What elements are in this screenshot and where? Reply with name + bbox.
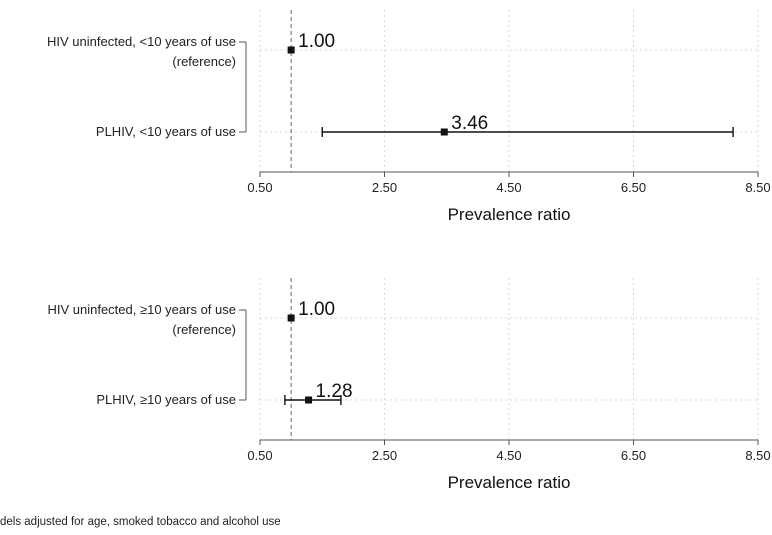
forest-panel-2: 0.50 2.50 4.50 6.50 8.50 Prevalence ratio HIV … (47, 278, 771, 492)
category-label: (reference) (172, 54, 236, 69)
x-tick-label: 0.50 (247, 180, 272, 195)
x-tick-label: 2.50 (372, 448, 397, 463)
x-tick-label: 2.50 (372, 180, 397, 195)
x-tick-label: 4.50 (496, 448, 521, 463)
point-estimate (440, 128, 448, 136)
x-tick-label: 8.50 (745, 180, 770, 195)
category-label: PLHIV, <10 years of use (96, 124, 236, 139)
x-tick-label: 4.50 (496, 180, 521, 195)
x-tick-label: 0.50 (247, 448, 272, 463)
forest-panel-1: 0.50 2.50 4.50 6.50 8.50 Prevalence ratio HIV … (47, 10, 771, 224)
x-axis-label: Prevalence ratio (448, 473, 571, 492)
point-estimate (287, 314, 295, 322)
x-tick-label: 6.50 (621, 448, 646, 463)
value-label: 1.00 (298, 299, 335, 320)
value-label: 3.46 (451, 113, 488, 134)
value-label: 1.28 (316, 381, 353, 402)
x-axis-label: Prevalence ratio (448, 205, 571, 224)
x-tick-label: 6.50 (621, 180, 646, 195)
x-tick-label: 8.50 (745, 448, 770, 463)
category-label: HIV uninfected, ≥10 years of use (47, 302, 236, 317)
category-label: (reference) (172, 322, 236, 337)
footnote: dels adjusted for age, smoked tobacco an… (0, 516, 281, 528)
point-estimate (305, 396, 313, 404)
point-estimate (287, 46, 295, 54)
value-label: 1.00 (298, 31, 335, 52)
category-label: HIV uninfected, <10 years of use (47, 34, 236, 49)
category-label: PLHIV, ≥10 years of use (96, 392, 236, 407)
